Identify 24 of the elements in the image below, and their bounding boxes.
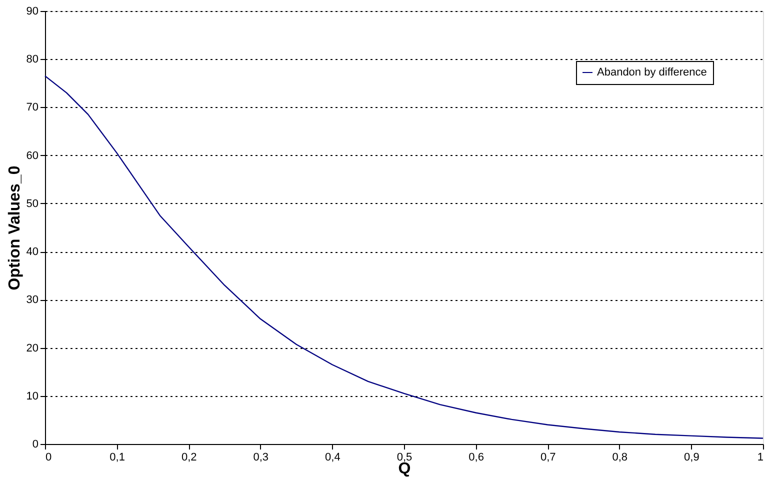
x-tick-label: 1 xyxy=(757,452,764,464)
x-tick-label: 0,3 xyxy=(253,452,269,464)
x-tick-label: 0,1 xyxy=(110,452,125,464)
y-tick-label: 90 xyxy=(26,6,38,18)
y-tick-label: 20 xyxy=(26,342,38,354)
x-tick-label: 0,9 xyxy=(684,452,700,464)
y-tick-label: 30 xyxy=(26,294,38,306)
x-tick-label: 0,7 xyxy=(540,452,556,464)
y-tick-label: 70 xyxy=(26,102,38,114)
x-axis-title: Q xyxy=(398,460,411,478)
x-tick-label: 0,6 xyxy=(468,452,484,464)
x-tick-label: 0,8 xyxy=(612,452,628,464)
y-tick-label: 40 xyxy=(26,246,38,258)
x-tick-label: 0,2 xyxy=(181,452,197,464)
legend-label: Abandon by difference xyxy=(597,66,707,78)
y-tick-label: 60 xyxy=(26,150,38,162)
x-tick-label: 0 xyxy=(46,452,52,464)
y-axis-title: Option Values_0 xyxy=(6,166,24,290)
x-tick-label: 0,4 xyxy=(325,452,340,464)
y-tick-label: 0 xyxy=(32,438,38,450)
y-tick-label: 50 xyxy=(26,198,38,210)
x-tick-label: 0,5 xyxy=(396,452,412,464)
y-tick-label: 10 xyxy=(26,390,38,402)
y-tick-label: 80 xyxy=(26,54,38,66)
